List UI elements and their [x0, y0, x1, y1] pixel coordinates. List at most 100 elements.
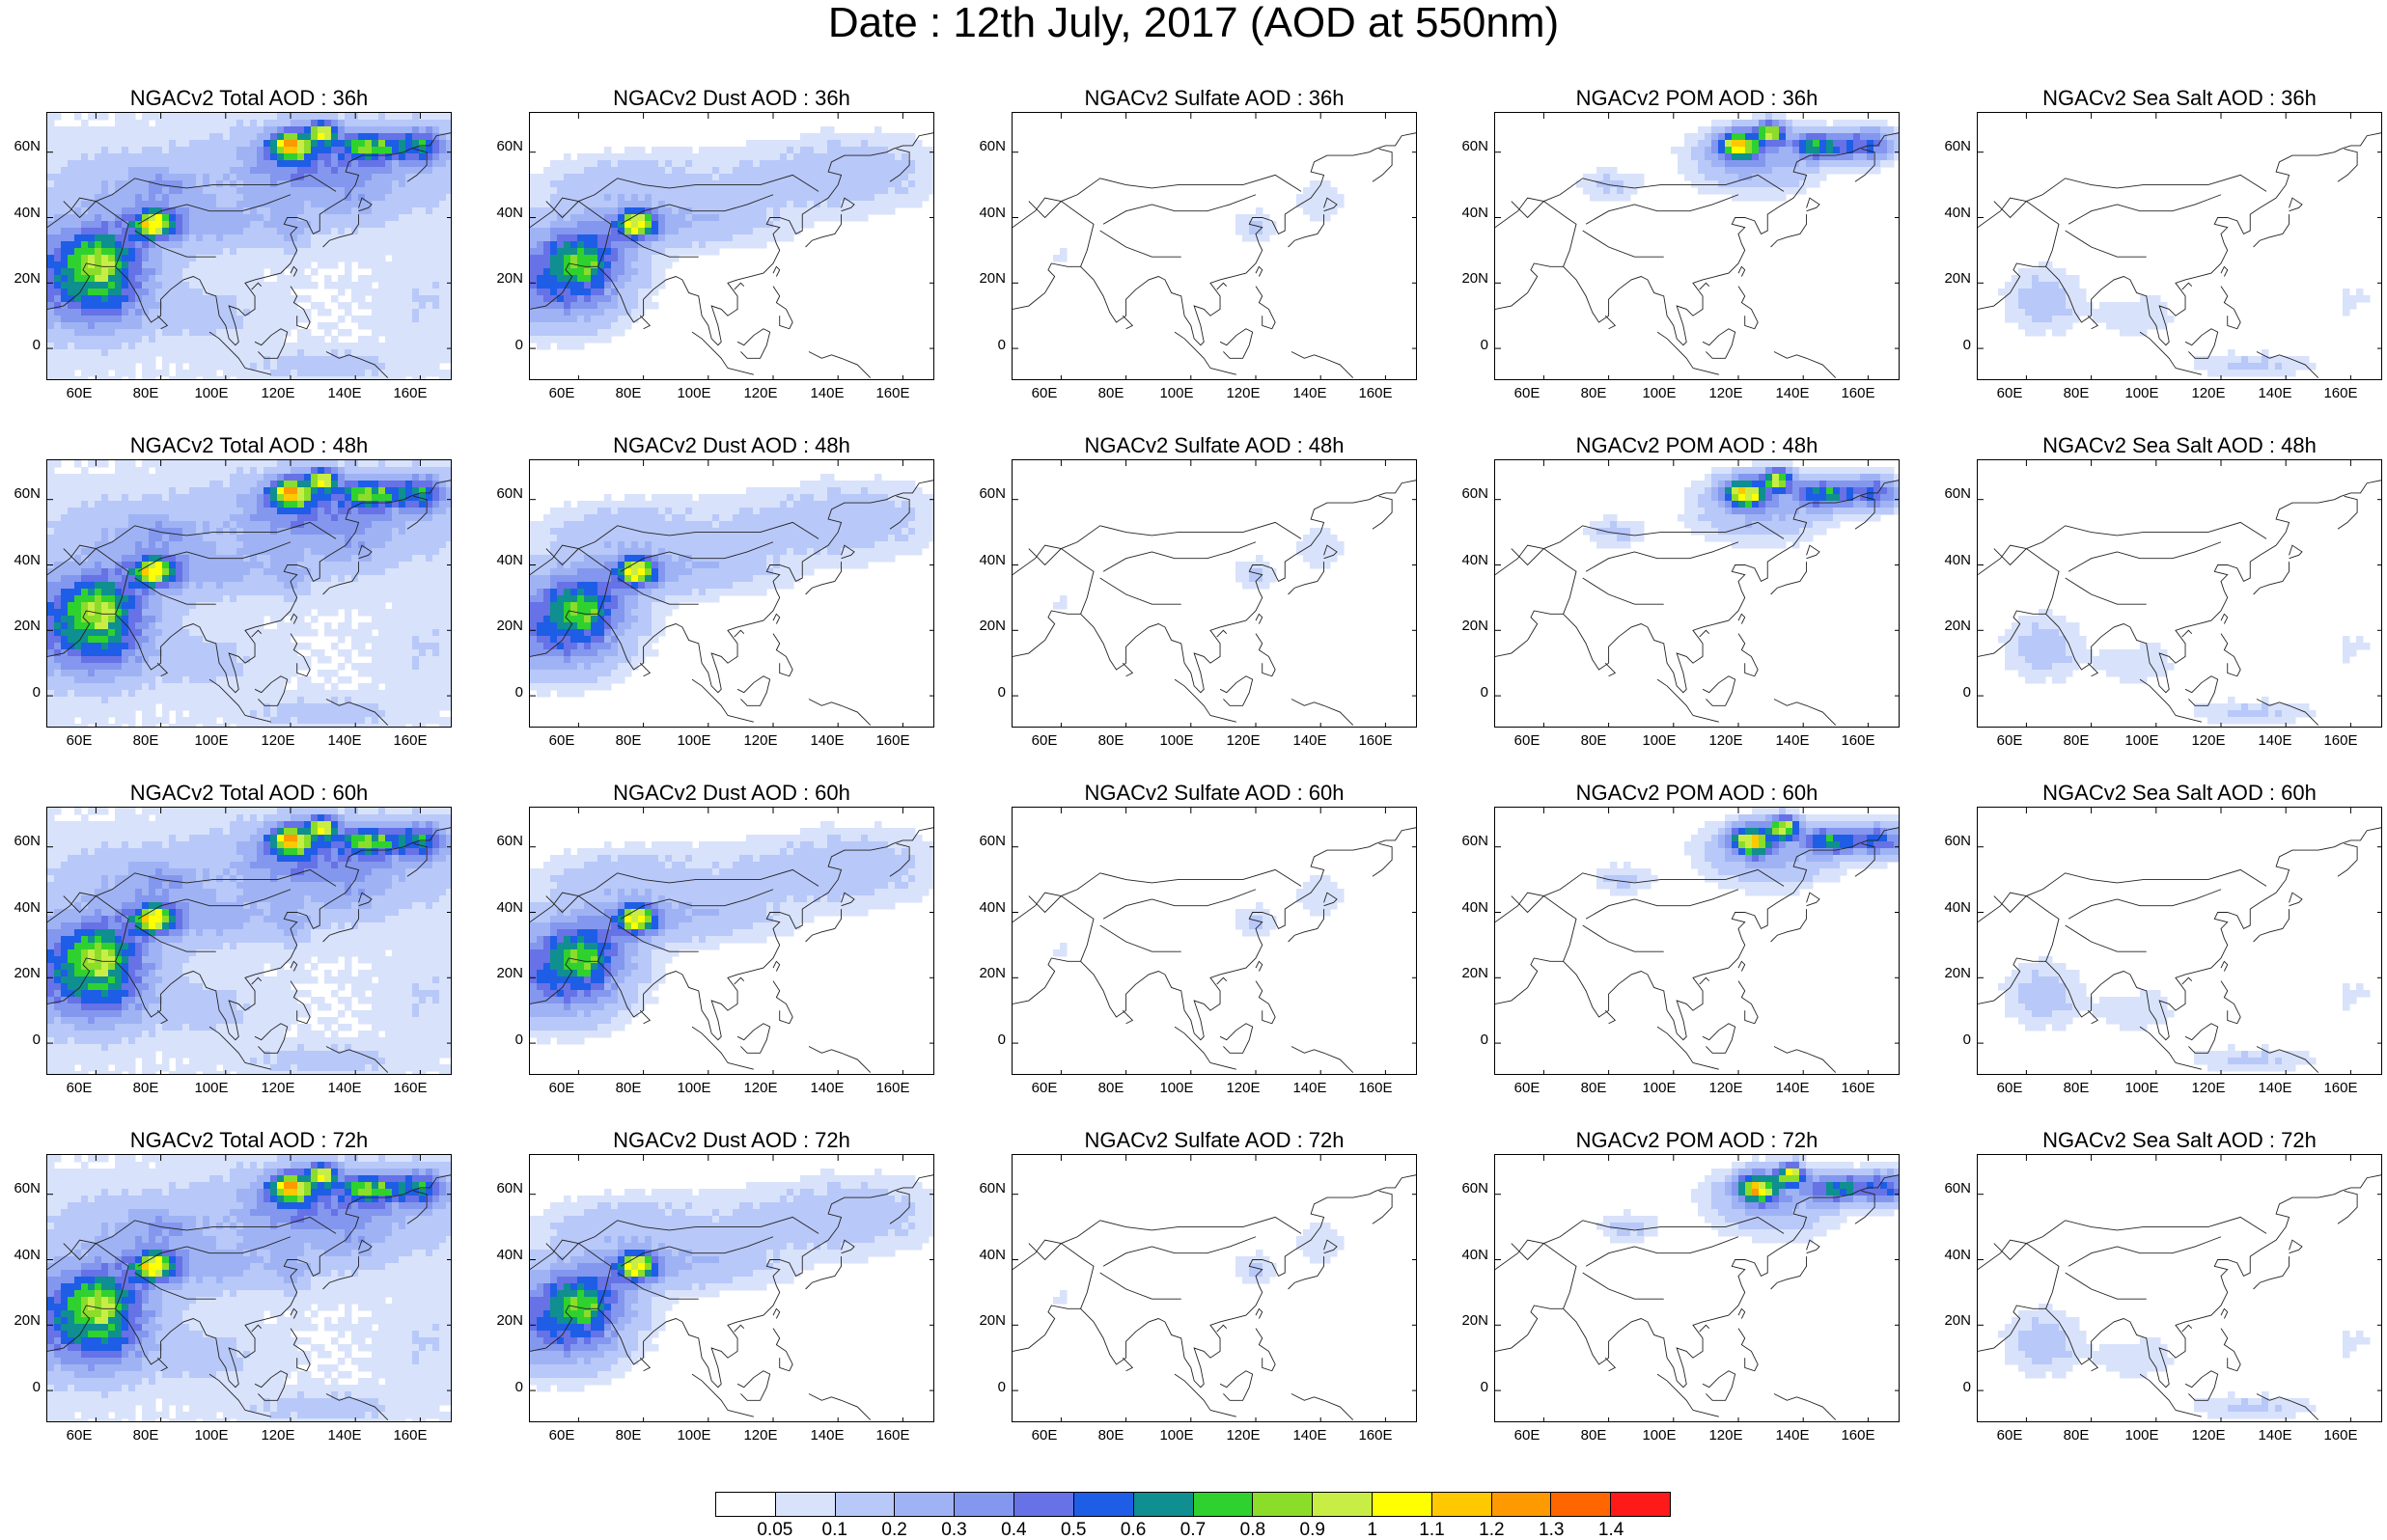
- coastline: [1255, 980, 1276, 1025]
- coastline: [1656, 1026, 1694, 1063]
- lon-tick-label: 80E: [2063, 1427, 2090, 1444]
- coastline: [1770, 214, 1808, 248]
- lon-tick-label: 140E: [810, 1080, 845, 1096]
- coastline: [736, 1023, 771, 1054]
- lat-tick-label: 60N: [1461, 833, 1488, 849]
- coastline: [1582, 924, 1664, 952]
- lon-tick-label: 60E: [1031, 732, 1058, 749]
- lat-tick-label: 20N: [496, 965, 523, 981]
- lat-tick-label: 60N: [496, 485, 523, 502]
- coastline: [1102, 194, 1257, 225]
- coastline: [1770, 909, 1808, 943]
- lon-tick-label: 120E: [2191, 1080, 2226, 1096]
- coastline: [691, 1026, 729, 1063]
- coastline: [617, 577, 699, 605]
- colorbar-swatch: [1014, 1493, 1074, 1516]
- coastline: [358, 1239, 373, 1254]
- coastline: [1099, 1272, 1181, 1300]
- coastline: [134, 230, 216, 258]
- lon-tick-label: 160E: [1841, 1427, 1875, 1444]
- coastline: [2068, 889, 2222, 920]
- lon-tick-label: 160E: [1841, 732, 1875, 749]
- lat-tick-label: 40N: [1461, 205, 1488, 221]
- map-area: [1977, 459, 2382, 728]
- coastline: [1323, 544, 1338, 560]
- coastline: [244, 715, 271, 723]
- lon-tick-label: 60E: [1996, 732, 2023, 749]
- lat-tick-label: 0: [32, 1379, 41, 1395]
- map-area: [1494, 459, 1900, 728]
- lat-tick-label: 40N: [14, 1247, 41, 1263]
- map-area: [1012, 459, 1417, 728]
- lon-tick-label: 120E: [1708, 732, 1743, 749]
- lon-tick-label: 140E: [2258, 385, 2292, 401]
- coastline: [1255, 1328, 1276, 1372]
- lon-tick-label: 80E: [1097, 1080, 1124, 1096]
- coastline: [1291, 699, 1354, 726]
- lon-tick-label: 160E: [393, 1080, 428, 1096]
- lat-tick-label: 40N: [496, 899, 523, 916]
- coastline: [1216, 629, 1228, 638]
- coastline: [325, 1393, 389, 1420]
- coastline: [115, 132, 451, 346]
- coastline: [63, 868, 337, 914]
- coastline: [2220, 286, 2241, 330]
- coastline: [2220, 980, 2241, 1025]
- map-panel-total-1: NGACv2 Total AOD : 36h 60N 40N 20N 0 60E 80E 10…: [14, 87, 452, 401]
- coastline: [2181, 282, 2193, 290]
- coastline: [251, 1324, 263, 1333]
- coastline: [2220, 613, 2229, 624]
- lat-tick-label: 0: [1480, 1031, 1488, 1048]
- colorbar-swatch: [1431, 1493, 1492, 1516]
- lon-tick-label: 80E: [132, 732, 159, 749]
- coastline: [1216, 976, 1228, 985]
- coastline: [2087, 662, 2099, 677]
- coastline: [1028, 521, 1302, 566]
- colorbar-swatch: [1491, 1493, 1552, 1516]
- coastline: [1122, 1357, 1134, 1372]
- map-area: [529, 112, 934, 380]
- coastline: [772, 265, 781, 277]
- coastline: [1604, 1009, 1617, 1025]
- coastline: [290, 1328, 311, 1372]
- coastline: [727, 1410, 754, 1417]
- lon-tick-label: 100E: [677, 385, 711, 401]
- coastline: [1028, 868, 1302, 914]
- coastline: [244, 1062, 271, 1070]
- lat-tick-label: 20N: [14, 618, 41, 634]
- map-panel-sulfate-2: NGACv2 Sulfate AOD : 48h 60N 40N 20N 0 60E 80E…: [979, 434, 1417, 749]
- lat-tick-label: 60N: [979, 138, 1006, 154]
- lon-tick-label: 140E: [810, 732, 845, 749]
- map-area: [529, 459, 934, 728]
- lat-tick-label: 20N: [1944, 618, 1971, 634]
- lat-tick-label: 40N: [496, 552, 523, 568]
- coastline: [1099, 577, 1181, 605]
- coastline: [772, 1307, 781, 1319]
- lon-tick-label: 140E: [1775, 385, 1810, 401]
- coastline: [617, 924, 699, 952]
- coastline: [1993, 1216, 2267, 1261]
- coastline: [1209, 1410, 1236, 1417]
- coastline: [47, 1239, 129, 1352]
- coastline: [1288, 909, 1325, 943]
- lat-tick-label: 60N: [1944, 138, 1971, 154]
- coastline: [2184, 1370, 2219, 1401]
- lon-tick-label: 120E: [2191, 732, 2226, 749]
- coastline: [772, 1328, 793, 1372]
- lat-tick-label: 20N: [979, 618, 1006, 634]
- coastline: [156, 1357, 169, 1372]
- coastline: [2045, 827, 2381, 1041]
- colorbar-label: 1.2: [1479, 1520, 1505, 1540]
- coastline: [1737, 613, 1746, 624]
- coastline: [1993, 521, 2267, 566]
- coastline: [545, 174, 819, 219]
- aod-map: [1495, 1155, 1899, 1421]
- coastline: [2256, 699, 2319, 726]
- lon-tick-label: 120E: [1226, 1427, 1261, 1444]
- colorbar-swatch: [955, 1493, 1015, 1516]
- lat-tick-label: 20N: [1944, 1312, 1971, 1329]
- aod-map: [530, 1155, 933, 1421]
- panel-title: NGACv2 Dust AOD : 60h: [613, 781, 850, 805]
- coastline: [2256, 1046, 2319, 1073]
- colorbar-swatch: [1611, 1493, 1670, 1516]
